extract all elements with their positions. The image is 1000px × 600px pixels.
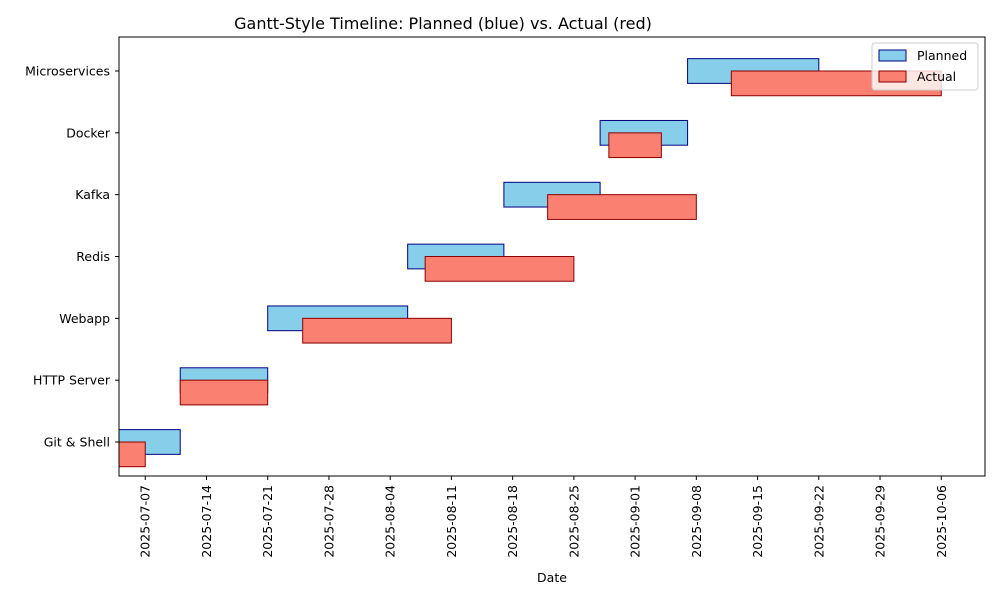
y-tick-label: Kafka <box>75 187 110 202</box>
x-tick-label: 2025-10-06 <box>934 485 949 558</box>
legend-swatch-actual <box>878 70 907 83</box>
chart-title: Gantt-Style Timeline: Planned (blue) vs.… <box>234 14 652 33</box>
x-tick-label: 2025-07-28 <box>321 485 336 558</box>
x-tick-label: 2025-09-22 <box>811 485 826 558</box>
y-axis: Git & Shell HTTP Server Webapp Redis Kafka Do… <box>25 64 119 449</box>
x-tick-label: 2025-07-07 <box>138 485 153 558</box>
legend-label-planned: Planned <box>917 48 967 63</box>
y-tick-label: Redis <box>76 249 110 264</box>
bar-actual-kafka <box>547 194 697 220</box>
bar-actual-webapp <box>302 317 452 344</box>
bars-layer <box>118 58 942 468</box>
legend-swatch-planned <box>878 49 907 62</box>
y-tick-label: Docker <box>66 125 111 140</box>
x-tick-label: 2025-07-14 <box>199 485 214 558</box>
bar-actual-http-server <box>179 379 269 406</box>
legend-label-actual: Actual <box>917 69 956 84</box>
y-tick-label: Git & Shell <box>44 434 110 449</box>
bar-actual-redis <box>424 256 575 282</box>
x-tick-label: 2025-09-29 <box>873 485 888 558</box>
x-tick-label: 2025-09-01 <box>628 485 643 558</box>
y-tick-label: HTTP Server <box>33 373 111 388</box>
x-tick-label: 2025-08-11 <box>444 485 459 558</box>
x-tick-label: 2025-07-21 <box>260 485 275 558</box>
bar-actual-git-shell <box>118 441 146 468</box>
x-axis-label: Date <box>537 570 567 585</box>
x-tick-label: 2025-08-18 <box>505 485 520 558</box>
x-tick-label: 2025-08-04 <box>383 485 398 558</box>
y-tick-label: Webapp <box>59 311 110 326</box>
legend: Planned Actual <box>871 42 979 91</box>
x-tick-label: 2025-09-15 <box>750 485 765 558</box>
x-axis: 2025-07-07 2025-07-14 2025-07-21 2025-07-28… <box>138 476 949 558</box>
x-tick-label: 2025-08-25 <box>566 485 581 558</box>
y-tick-label: Microservices <box>25 64 110 79</box>
bar-actual-docker <box>608 132 662 159</box>
x-tick-label: 2025-09-08 <box>689 485 704 558</box>
